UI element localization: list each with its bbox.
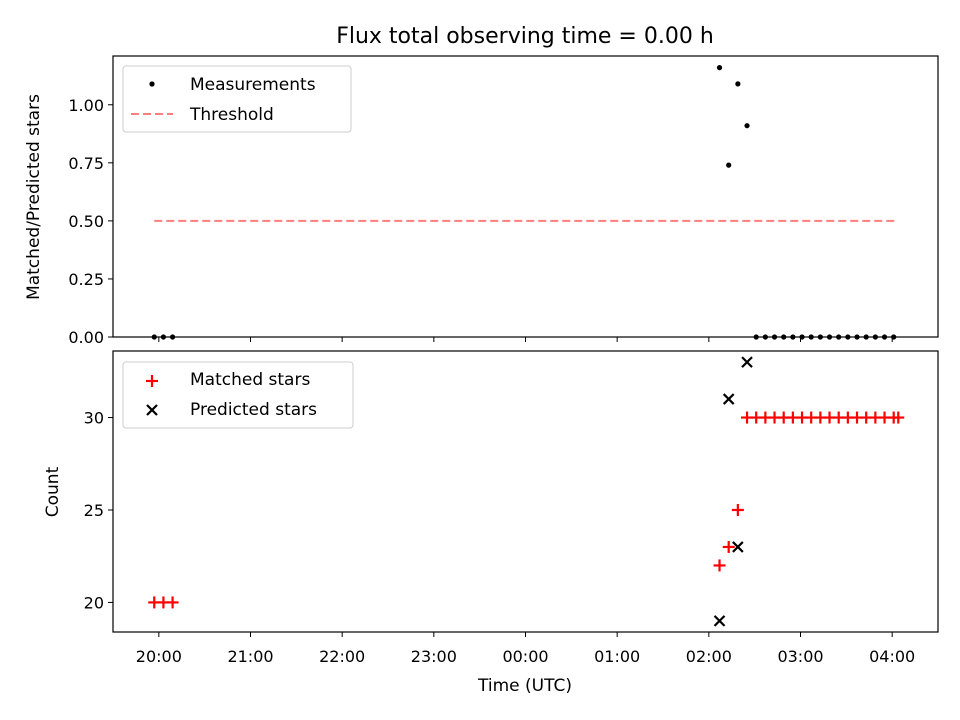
top-y-axis-label: Matched/Predicted stars: [24, 94, 44, 300]
x-tick-label: 02:00: [686, 647, 732, 666]
top-y-tick-label: 0.75: [68, 154, 104, 173]
matched-star-marker: [731, 503, 744, 516]
predicted-star-marker: [722, 393, 735, 405]
top-legend: Measurements Threshold: [122, 65, 352, 133]
legend-measurements-label: Measurements: [190, 75, 316, 95]
x-tick-label: 01:00: [594, 647, 640, 666]
predicted-star-marker: [713, 615, 726, 627]
bottom-legend: Matched stars Predicted stars: [122, 361, 354, 429]
legend-measurements-marker: [149, 81, 155, 87]
bottom-panel: 20 25 30 20:00 21:00 22:00 23:00 00:00 01:00 02:…: [43, 350, 939, 696]
predicted-star-marker: [741, 356, 753, 368]
legend-matched-marker: [146, 375, 158, 387]
matched-star-marker: [713, 559, 726, 572]
bottom-y-tick-label: 20: [84, 593, 104, 612]
top-y-tick-label: 0.50: [68, 212, 104, 231]
legend-predicted-marker: [146, 404, 158, 416]
top-panel: 0.00 0.25 0.50 0.75 1.00 Matched/Predicted s…: [24, 55, 939, 347]
chart-title: Flux total observing time = 0.00 h: [336, 24, 714, 49]
x-tick-label: 00:00: [502, 647, 548, 666]
legend-matched-label: Matched stars: [190, 370, 310, 390]
x-axis-label: Time (UTC): [477, 676, 572, 696]
top-y-tick-label: 0.25: [68, 270, 104, 289]
x-tick-label: 20:00: [136, 647, 182, 666]
measurement-point: [716, 65, 723, 71]
x-tick-label: 22:00: [319, 647, 365, 666]
legend-threshold-label: Threshold: [189, 105, 274, 125]
bottom-y-axis-label: Count: [43, 466, 63, 517]
measurement-point: [726, 162, 732, 168]
x-tick-label: 21:00: [227, 647, 273, 666]
x-tick-label: 23:00: [411, 647, 457, 666]
predicted-star-marker: [732, 541, 744, 553]
legend-predicted-label: Predicted stars: [190, 400, 317, 420]
bottom-y-tick-label: 30: [84, 409, 104, 428]
measurement-point: [744, 123, 750, 129]
x-tick-label: 03:00: [777, 647, 823, 666]
bottom-y-tick-label: 25: [84, 501, 104, 520]
measurement-point: [735, 81, 741, 87]
top-y-tick-label: 1.00: [68, 96, 104, 115]
matched-star-marker: [892, 411, 905, 424]
matched-star-marker: [166, 596, 179, 609]
x-tick-label: 04:00: [869, 647, 915, 666]
top-y-tick-label: 0.00: [68, 328, 104, 347]
matched-star-marker: [722, 540, 735, 553]
